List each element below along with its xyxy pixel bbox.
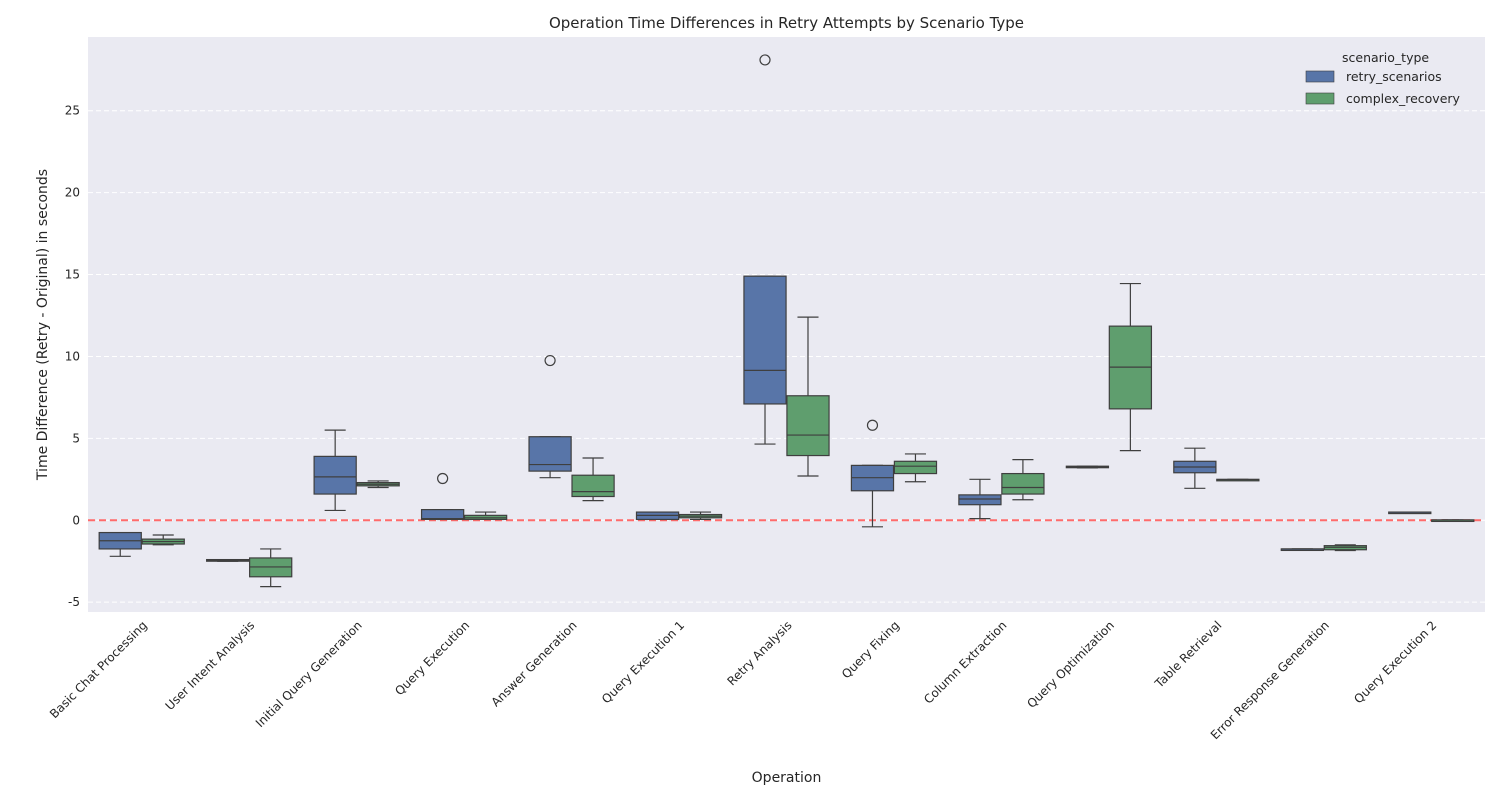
box-iqr — [528, 436, 572, 472]
y-tick-label: 15 — [65, 268, 80, 282]
box-retry_scenarios — [98, 531, 142, 557]
box-complex_recovery — [1108, 282, 1153, 452]
legend-swatch-complex_recovery — [1305, 92, 1335, 105]
x-tick-label: User Intent Analysis — [163, 618, 258, 713]
y-tick-label: 25 — [65, 104, 80, 118]
box-retry_scenarios — [206, 558, 250, 562]
x-tick-label: Table Retrieval — [1152, 618, 1225, 691]
outlier-point — [866, 419, 879, 431]
box-complex_recovery — [1001, 459, 1045, 501]
x-axis-label: Operation — [752, 770, 822, 786]
box-iqr — [313, 455, 357, 495]
outlier-point — [437, 472, 449, 485]
y-tick-label: 0 — [72, 513, 80, 527]
box-retry_scenarios — [958, 478, 1002, 520]
x-axis-ticks: Basic Chat Processing User Intent Analysi… — [47, 618, 1439, 742]
box-retry_scenarios — [850, 419, 895, 528]
box-complex_recovery — [678, 511, 723, 521]
box-retry_scenarios — [528, 354, 572, 479]
x-tick-label: Query Execution — [392, 618, 472, 698]
x-tick-label: Error Response Generation — [1208, 618, 1332, 742]
box-retry_scenarios — [743, 54, 787, 445]
box-retry_scenarios — [1388, 511, 1432, 515]
legend-swatch-retry_scenarios — [1305, 70, 1335, 83]
box-iqr — [958, 494, 1002, 506]
legend-label-complex_recovery: complex_recovery — [1346, 91, 1461, 106]
outlier-point — [759, 54, 771, 66]
box-complex_recovery — [356, 480, 400, 489]
x-tick-label: Query Optimization — [1024, 618, 1117, 711]
legend: scenario_type retry_scenarios complex_rec… — [1305, 50, 1461, 106]
box-complex_recovery — [463, 511, 508, 521]
x-tick-label: Query Execution 1 — [599, 618, 687, 706]
box-complex_recovery — [1431, 519, 1475, 523]
box-retry_scenarios — [313, 429, 357, 512]
x-tick-label: Retry Analysis — [724, 618, 794, 688]
x-tick-label: Answer Generation — [489, 618, 580, 709]
box-iqr — [786, 395, 830, 457]
box-plots — [98, 54, 1475, 588]
box-complex_recovery — [786, 316, 830, 477]
box-retry_scenarios — [1065, 465, 1110, 469]
box-complex_recovery — [1323, 544, 1367, 552]
box-retry_scenarios — [635, 511, 680, 521]
box-complex_recovery — [1216, 478, 1260, 482]
box-complex_recovery — [571, 457, 615, 502]
box-iqr — [571, 474, 615, 498]
legend-title: scenario_type — [1342, 50, 1429, 65]
y-tick-label: 20 — [65, 186, 80, 200]
outlier-point — [544, 354, 556, 367]
chart-title: Operation Time Differences in Retry Atte… — [549, 14, 1024, 32]
x-tick-label: Column Extraction — [921, 618, 1009, 706]
box-complex_recovery — [249, 548, 293, 588]
box-complex_recovery — [141, 534, 185, 546]
box-retry_scenarios — [1280, 548, 1324, 552]
box-iqr — [420, 509, 465, 521]
x-tick-label: Query Fixing — [839, 618, 902, 681]
y-tick-label: -5 — [68, 595, 80, 609]
y-tick-label: 10 — [65, 349, 80, 363]
x-tick-label: Query Execution 2 — [1351, 618, 1439, 706]
x-tick-label: Initial Query Generation — [253, 618, 365, 730]
y-axis-ticks: -5 0 5 10 15 20 25 — [65, 104, 80, 609]
box-iqr — [1001, 472, 1045, 495]
legend-label-retry_scenarios: retry_scenarios — [1346, 69, 1442, 84]
y-tick-label: 5 — [72, 431, 80, 445]
box-retry_scenarios — [420, 472, 465, 521]
box-iqr — [893, 460, 938, 475]
box-retry_scenarios — [1173, 447, 1217, 489]
box-complex_recovery — [893, 453, 938, 483]
y-axis-label: Time Difference (Retry - Original) in se… — [35, 169, 51, 481]
x-tick-label: Basic Chat Processing — [47, 618, 150, 721]
box-iqr — [743, 275, 787, 405]
